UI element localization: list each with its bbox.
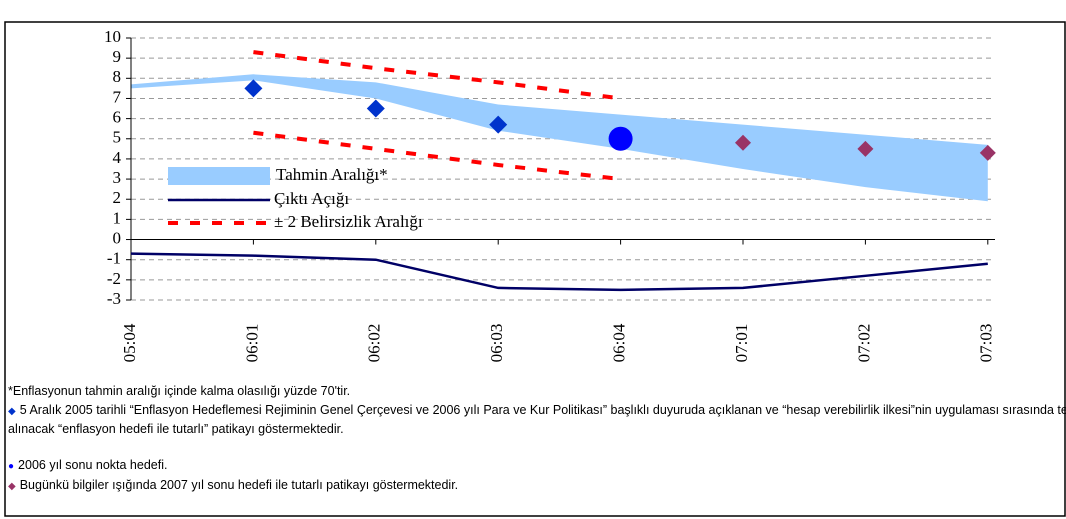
bullet: ● xyxy=(8,461,15,472)
marker xyxy=(244,79,263,98)
marker xyxy=(979,144,996,161)
legend-label: Çıktı Açığı xyxy=(274,189,349,208)
x-tick-label: 05:04 xyxy=(120,323,139,362)
legend-label: ± 2 Belirsizlik Aralığı xyxy=(274,212,423,231)
frame xyxy=(4,21,1066,517)
forecast-band xyxy=(131,74,988,202)
footnote: *Enflasyonun tahmin aralığı içinde kalma… xyxy=(8,384,351,398)
y-tick-label: 1 xyxy=(113,208,122,227)
x-tick-label: 07:02 xyxy=(854,324,873,363)
x-tick-label: 06:01 xyxy=(242,324,261,363)
y-tick-label: 7 xyxy=(113,87,122,106)
legend-swatch xyxy=(168,167,270,185)
y-tick-label: 5 xyxy=(113,128,122,147)
y-tick-label: -1 xyxy=(107,249,121,268)
marker xyxy=(489,115,508,134)
marker xyxy=(366,99,385,118)
y-tick-label: 6 xyxy=(113,108,122,127)
x-tick-label: 07:01 xyxy=(732,324,751,363)
footnote: ● 2006 yıl sonu nokta hedefi. xyxy=(8,457,1066,476)
bullet: ◆ xyxy=(8,481,16,492)
x-tick-label: 06:02 xyxy=(365,324,384,363)
footnote: ◆ 5 Aralık 2005 tarihli “Enflasyon Hedefl… xyxy=(8,402,1066,455)
footnote-text: Bugünkü bilgiler ışığında 2007 yıl sonu … xyxy=(19,478,459,492)
x-tick-label: 06:04 xyxy=(610,323,629,362)
y-tick-label: 4 xyxy=(113,148,122,167)
legend-label: Tahmin Aralığı* xyxy=(276,165,388,184)
y-tick-label: 9 xyxy=(113,47,122,66)
marker xyxy=(608,126,633,151)
series-line xyxy=(253,130,621,182)
marker xyxy=(857,140,874,157)
series-line xyxy=(130,252,988,292)
footnote-text: 5 Aralık 2005 tarihli “Enflasyon Hedefle… xyxy=(8,403,1066,436)
y-tick-label: -3 xyxy=(107,289,121,308)
y-tick-label: 2 xyxy=(113,188,122,207)
x-tick-label: 07:03 xyxy=(977,324,996,363)
x-tick-label: 06:03 xyxy=(487,324,506,363)
y-tick-label: 8 xyxy=(113,67,122,86)
y-tick-label: 0 xyxy=(113,228,122,247)
footnote-text: 2006 yıl sonu nokta hedefi. xyxy=(18,458,168,472)
y-tick-label: 3 xyxy=(113,168,122,187)
footnote: ◆ Bugünkü bilgiler ışığında 2007 yıl sonu… xyxy=(8,477,1066,496)
y-tick-label: 10 xyxy=(104,27,121,46)
bullet: ◆ xyxy=(8,406,16,417)
series-line xyxy=(253,50,621,101)
marker xyxy=(735,134,751,151)
y-tick-label: -2 xyxy=(107,269,121,288)
